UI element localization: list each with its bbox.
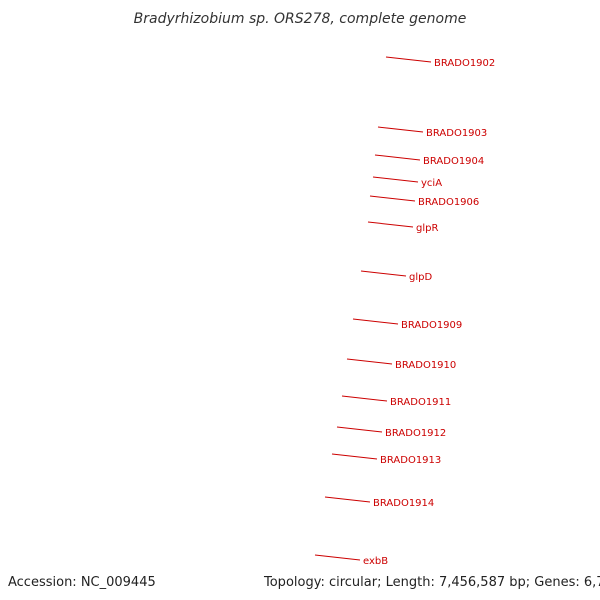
gene-label: glpD <box>409 272 432 283</box>
gene-leader-line <box>314 554 361 561</box>
gene-leader-line <box>341 395 388 402</box>
gene-label: BRADO1906 <box>418 197 479 208</box>
gene-label: BRADO1911 <box>390 397 451 408</box>
genome-summary-text: Topology: circular; Length: 7,456,587 bp… <box>262 575 600 590</box>
gene-label: yciA <box>421 178 442 189</box>
gene-leader-line <box>385 56 432 63</box>
accession-text: Accession: NC_009445 <box>8 575 156 590</box>
gene-label: BRADO1914 <box>373 498 434 509</box>
gene-leader-line <box>377 126 424 133</box>
gene-label: BRADO1910 <box>395 360 456 371</box>
gene-leader-line <box>352 318 399 325</box>
gene-leader-line <box>372 176 419 183</box>
map-title: Bradyrhizobium sp. ORS278, complete geno… <box>134 11 467 27</box>
gene-leader-line <box>369 195 416 202</box>
gene-label: BRADO1903 <box>426 128 487 139</box>
gene-leader-line <box>324 496 371 503</box>
gene-label-layer: BRADO1902 BRADO1903 BRADO1904 yciA BRADO1906… <box>314 56 495 567</box>
gene-label: BRADO1912 <box>385 428 446 439</box>
gene-leader-line <box>336 426 383 433</box>
gene-label: exbB <box>363 556 388 567</box>
gene-label: BRADO1909 <box>401 320 462 331</box>
gene-leader-line <box>360 270 407 277</box>
gene-leader-line <box>346 358 393 365</box>
gene-label: glpR <box>416 223 438 234</box>
gene-leader-line <box>374 154 421 161</box>
gene-label: BRADO1913 <box>380 455 441 466</box>
gene-label: BRADO1904 <box>423 156 484 167</box>
gene-leader-line <box>331 453 378 460</box>
gene-label: BRADO1902 <box>434 58 495 69</box>
gene-leader-line <box>367 221 414 228</box>
